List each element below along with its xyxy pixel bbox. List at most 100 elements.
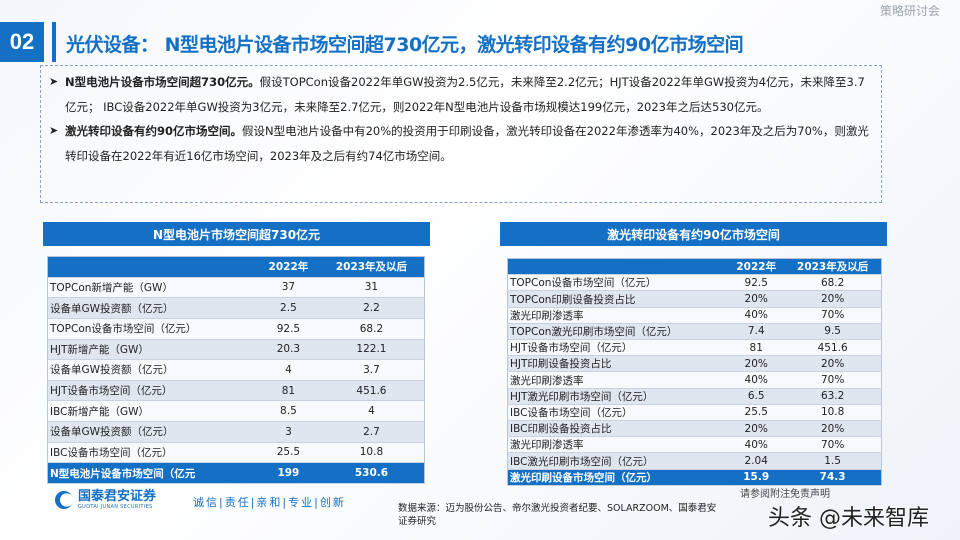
table-cell: TOPCon设备市场空间（亿元） xyxy=(47,318,258,340)
table-cell: 1.5 xyxy=(784,452,882,470)
total-cell: 74.3 xyxy=(784,469,882,487)
table-cell: 2.7 xyxy=(318,421,425,443)
table-cell: 4 xyxy=(257,359,319,381)
bullet-heading: N型电池片设备市场空间超730亿元。 xyxy=(65,75,260,89)
table-cell: 7.4 xyxy=(728,323,785,341)
table-cell: 2.04 xyxy=(728,452,785,470)
table-cell: 40% xyxy=(728,307,785,324)
table-cell: 10.8 xyxy=(318,442,425,464)
table-row: IBC设备市场空间（亿元） 25.5 10.8 xyxy=(47,442,425,464)
table-cell: 3 xyxy=(257,421,319,443)
table-cell: 激光印刷渗透率 xyxy=(507,436,729,454)
table-row: TOPCon设备市场空间（亿元） 92.5 68.2 xyxy=(507,274,882,292)
bullet-text: 假设TOPCon设备2022年单GW投资为2.5亿元，未来降至2.2亿元；HJT… xyxy=(65,75,865,114)
table-cell: 6.5 xyxy=(728,388,785,405)
table-cell: 20% xyxy=(784,355,882,373)
logo-text-en: GUOTAI JUNAN SECURITIES xyxy=(78,504,153,510)
table-cell: 2.2 xyxy=(318,297,425,319)
table-cell: TOPCon印刷设备投资占比 xyxy=(507,290,729,308)
table-row: TOPCon新增产能（GW） 37 31 xyxy=(47,277,425,299)
slogan: 诚信|责任|亲和|专业|创新 xyxy=(193,496,346,509)
column-header: 2023年及以后 xyxy=(318,256,425,278)
table-cell: 25.5 xyxy=(257,442,319,464)
table-cell: 25.5 xyxy=(728,404,785,422)
table-cell: 31 xyxy=(318,277,425,299)
table-row: IBC印刷设备投资占比 20% 20% xyxy=(507,420,882,438)
column-header: 2022年 xyxy=(728,258,785,276)
total-cell: 激光印刷设备市场空间（亿元） xyxy=(507,469,729,487)
company-logo: 国泰君安证券 GUOTAI JUNAN SECURITIES xyxy=(55,490,156,510)
logo-mark-icon xyxy=(55,491,73,509)
left-table: 2022年 2023年及以后 TOPCon新增产能（GW） 37 31 设备单GW投资额（… xyxy=(47,256,425,484)
table-row: HJT新增产能（GW） 20.3 122.1 xyxy=(47,339,425,361)
table-cell: 10.8 xyxy=(784,404,882,422)
table-cell: 激光印刷渗透率 xyxy=(507,307,729,324)
table-row: TOPCon设备市场空间（亿元） 92.5 68.2 xyxy=(47,318,425,340)
table-row: IBC新增产能（GW） 8.5 4 xyxy=(47,400,425,422)
table-row: IBC设备市场空间（亿元） 25.5 10.8 xyxy=(507,404,882,422)
table-cell: 激光印刷渗透率 xyxy=(507,371,729,389)
table-header-row: 2022年 2023年及以后 xyxy=(507,258,882,276)
summary-box: ➤ N型电池片设备市场空间超730亿元。假设TOPCon设备2022年单GW投资为… xyxy=(40,65,882,203)
table-cell: HJT激光印刷市场空间（亿元） xyxy=(507,388,729,405)
table-cell: 92.5 xyxy=(728,274,785,292)
bullet-text: 假设N型电池片设备中有20%的投资用于印刷设备，激光转印设备在2022年渗透率为… xyxy=(65,124,869,163)
table-row: HJT设备市场空间（亿元） 81 451.6 xyxy=(47,380,425,402)
table-cell: 37 xyxy=(257,277,319,299)
table-cell: 70% xyxy=(784,436,882,454)
table-cell: 设备单GW投资额（亿元） xyxy=(47,359,258,381)
table-cell: 68.2 xyxy=(784,274,882,292)
title-accent-bar xyxy=(52,22,56,62)
table-cell: 20% xyxy=(728,355,785,373)
bullet-heading: 激光转印设备有约90亿市场空间。 xyxy=(65,124,243,138)
table-cell: 70% xyxy=(784,307,882,324)
table-cell: 81 xyxy=(728,339,785,357)
table-row: 设备单GW投资额（亿元） 4 3.7 xyxy=(47,359,425,381)
table-cell: 451.6 xyxy=(784,339,882,357)
arrow-bullet-icon: ➤ xyxy=(49,75,59,88)
table-cell: IBC设备市场空间（亿元） xyxy=(47,442,258,464)
table-cell: 122.1 xyxy=(318,339,425,361)
disclaimer: 请参阅附注免责声明 xyxy=(740,489,830,500)
table-cell: 3.7 xyxy=(318,359,425,381)
table-cell: 9.5 xyxy=(784,323,882,341)
table-row: HJT设备市场空间（亿元） 81 451.6 xyxy=(507,339,882,357)
table-cell: IBC激光印刷市场空间（亿元） xyxy=(507,452,729,470)
table-cell: 40% xyxy=(728,436,785,454)
table-cell: HJT设备市场空间（亿元） xyxy=(507,339,729,357)
total-cell: 199 xyxy=(257,462,319,484)
table-cell: 63.2 xyxy=(784,388,882,405)
table-cell: 20% xyxy=(784,420,882,438)
table-row: 设备单GW投资额（亿元） 3 2.7 xyxy=(47,421,425,443)
logo-text-cn: 国泰君安证券 xyxy=(78,489,157,504)
table-cell: 设备单GW投资额（亿元） xyxy=(47,421,258,443)
total-cell: 15.9 xyxy=(728,469,785,487)
table-cell: 40% xyxy=(728,371,785,389)
right-table: 2022年 2023年及以后 TOPCon设备市场空间（亿元） 92.5 68.2 TOP… xyxy=(507,258,882,487)
table-cell: 2.5 xyxy=(257,297,319,319)
background-text: 策略研讨会 xyxy=(879,4,940,18)
table-row: 激光印刷渗透率 40% 70% xyxy=(507,371,882,389)
table-row: TOPCon印刷设备投资占比 20% 20% xyxy=(507,290,882,308)
table-header-row: 2022年 2023年及以后 xyxy=(47,256,425,278)
table-row: HJT印刷设备投资占比 20% 20% xyxy=(507,355,882,373)
left-table-title: N型电池片市场空间超730亿元 xyxy=(43,222,430,246)
arrow-bullet-icon: ➤ xyxy=(49,124,59,137)
table-cell: 4 xyxy=(318,400,425,422)
section-number-badge: 02 xyxy=(0,22,44,62)
right-table-title: 激光转印设备有约90亿市场空间 xyxy=(500,222,887,246)
column-header xyxy=(47,256,258,278)
table-total-row: 激光印刷设备市场空间（亿元） 15.9 74.3 xyxy=(507,469,882,487)
table-cell: 20% xyxy=(728,290,785,308)
table-row: TOPCon激光印刷市场空间（亿元） 7.4 9.5 xyxy=(507,323,882,341)
table-row: 激光印刷渗透率 40% 70% xyxy=(507,436,882,454)
table-cell: TOPCon设备市场空间（亿元） xyxy=(507,274,729,292)
total-cell: 530.6 xyxy=(318,462,425,484)
bullet-2: ➤ 激光转印设备有约90亿市场空间。假设N型电池片设备中有20%的投资用于印刷设备… xyxy=(49,119,873,168)
table-total-row: N型电池片设备市场空间（亿元 199 530.6 xyxy=(47,462,425,484)
table-cell: 68.2 xyxy=(318,318,425,340)
column-header: 2022年 xyxy=(257,256,319,278)
table-cell: TOPCon激光印刷市场空间（亿元） xyxy=(507,323,729,341)
table-cell: 设备单GW投资额（亿元） xyxy=(47,297,258,319)
table-cell: HJT印刷设备投资占比 xyxy=(507,355,729,373)
